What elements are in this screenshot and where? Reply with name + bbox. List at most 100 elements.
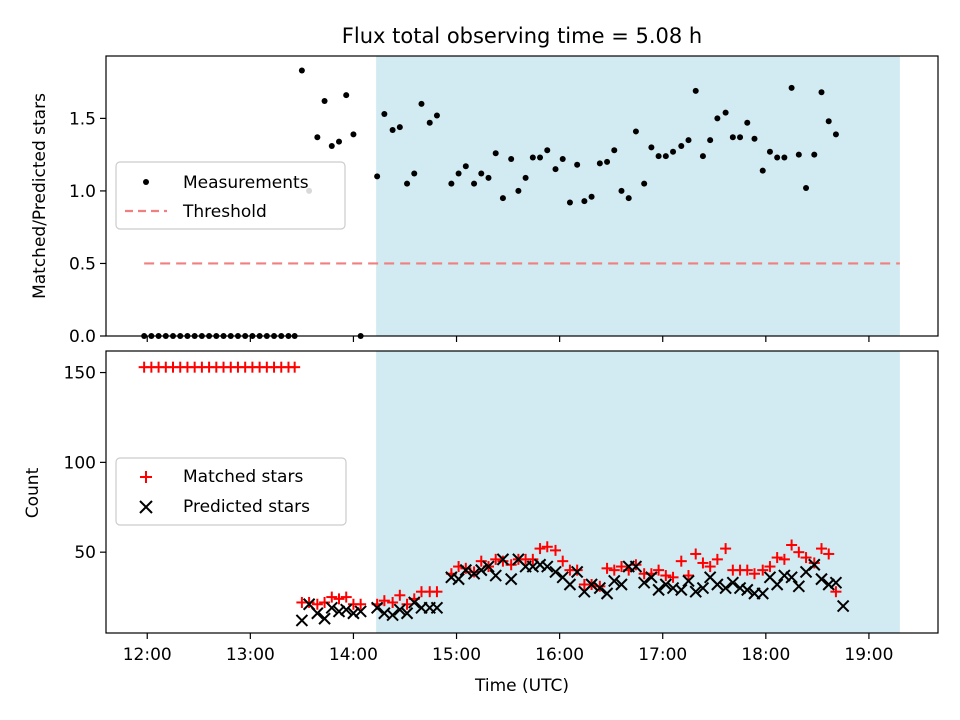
matched-star-point xyxy=(690,548,702,560)
measurement-point xyxy=(641,180,648,187)
matched-star-point xyxy=(667,571,679,583)
matched-star-point xyxy=(630,559,642,571)
matched-star-point xyxy=(475,555,487,567)
predicted-star-point xyxy=(836,599,850,613)
measurement-point xyxy=(648,144,655,151)
matched-star-point xyxy=(757,564,769,576)
measurement-point xyxy=(781,154,788,161)
bottom-shaded-region xyxy=(376,351,900,633)
predicted-star-point xyxy=(675,583,688,597)
y-tick-label: 150 xyxy=(64,364,96,384)
predicted-star-point xyxy=(593,581,607,595)
predicted-star-point xyxy=(295,614,309,627)
predicted-star-point xyxy=(549,565,562,579)
matched-star-point xyxy=(401,598,413,610)
x-tick-label: 16:00 xyxy=(535,645,584,665)
matched-star-point xyxy=(303,596,315,608)
y-tick-label: 1.5 xyxy=(69,109,96,129)
measurement-point xyxy=(825,118,832,125)
measurement-point xyxy=(396,124,403,131)
bottom-y-axis-label: Count xyxy=(23,467,43,518)
predicted-star-point xyxy=(615,578,628,591)
matched-star-point xyxy=(497,555,509,567)
measurement-point xyxy=(581,198,588,205)
bottom-y-axis: 50 100 150 xyxy=(64,364,106,563)
measurement-point xyxy=(455,170,462,177)
measurement-point xyxy=(462,163,469,170)
measurement-point xyxy=(515,187,522,194)
measurement-point xyxy=(350,131,357,138)
matched-star-point xyxy=(319,596,331,608)
matched-star-point xyxy=(527,553,539,565)
matched-star-point xyxy=(550,544,562,556)
matched-star-point xyxy=(660,570,672,582)
measurement-point xyxy=(492,150,499,157)
predicted-star-point xyxy=(340,603,353,616)
predicted-star-point xyxy=(445,571,458,584)
x-tick-label: 19:00 xyxy=(844,645,893,665)
matched-star-point xyxy=(823,548,835,560)
measurement-point xyxy=(795,151,802,158)
legend-predicted-label: Predicted stars xyxy=(183,497,310,517)
measurement-point xyxy=(566,199,573,206)
top-x-axis xyxy=(146,336,870,342)
matched-star-point xyxy=(697,557,709,569)
y-tick-label: 0.5 xyxy=(69,254,96,274)
measurement-point xyxy=(537,154,544,161)
y-tick-label: 0.0 xyxy=(69,327,96,347)
top-panel: 0.0 0.5 1.0 1.5 Matched/Predicted stars Mea… xyxy=(30,55,939,347)
measurement-point xyxy=(499,195,506,202)
predicted-star-point xyxy=(459,563,473,577)
legend-threshold-label: Threshold xyxy=(182,202,267,222)
measurement-point xyxy=(604,158,611,165)
predicted-star-point xyxy=(689,585,702,598)
predicted-star-point xyxy=(696,581,710,595)
matched-star-point xyxy=(333,593,345,605)
bottom-points-layer xyxy=(138,361,850,627)
measurement-point xyxy=(559,156,566,163)
matched-star-point xyxy=(711,553,723,565)
matched-star-point xyxy=(748,568,760,580)
predicted-star-point xyxy=(482,560,495,573)
predicted-star-point xyxy=(332,605,346,618)
predicted-star-point xyxy=(489,569,502,582)
measurement-point xyxy=(751,135,758,142)
measurement-point xyxy=(714,115,721,122)
measurement-point xyxy=(737,134,744,141)
matched-star-point xyxy=(557,555,569,567)
predicted-star-point xyxy=(785,571,798,584)
x-tick-label: 17:00 xyxy=(638,645,687,665)
bottom-x-axis: 12:00 13:00 14:00 15:00 16:00 17:00 18:00 19:00 xyxy=(123,633,893,665)
measurement-point xyxy=(374,173,381,180)
x-tick-label: 15:00 xyxy=(432,645,481,665)
measurement-point xyxy=(729,134,736,141)
matched-star-point xyxy=(800,552,812,564)
legend-measurements-label: Measurements xyxy=(183,173,309,193)
predicted-star-point xyxy=(504,572,518,586)
predicted-star-point xyxy=(318,612,331,625)
predicted-star-point xyxy=(311,607,324,620)
matched-star-point xyxy=(786,539,798,551)
measurement-point xyxy=(818,89,825,96)
predicted-star-point xyxy=(570,565,584,579)
matched-star-point xyxy=(764,561,776,573)
predicted-star-point xyxy=(652,583,665,597)
matched-star-point xyxy=(490,553,502,565)
measurement-point xyxy=(788,84,795,91)
predicted-star-point xyxy=(496,553,510,566)
matched-star-point xyxy=(340,591,352,603)
matched-star-point xyxy=(683,570,695,582)
predicted-star-point xyxy=(354,605,367,618)
measurement-point xyxy=(574,161,581,168)
measurement-point xyxy=(448,180,455,187)
predicted-star-point xyxy=(756,587,769,600)
measurement-point xyxy=(544,147,551,154)
measurement-point xyxy=(618,187,625,194)
measurement-point xyxy=(803,185,810,192)
matched-star-point xyxy=(541,541,553,553)
measurement-point xyxy=(596,160,603,167)
predicted-star-point xyxy=(325,601,338,615)
matched-star-point xyxy=(608,564,620,576)
predicted-star-point xyxy=(711,578,724,591)
